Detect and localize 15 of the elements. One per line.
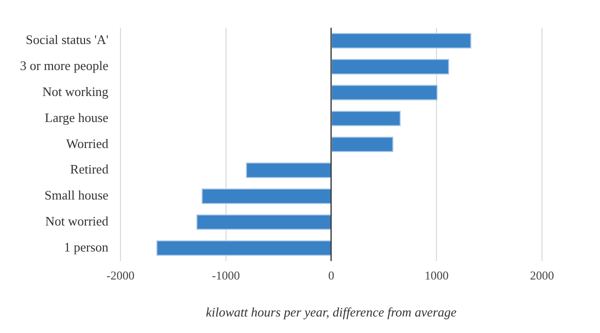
x-tick-label: -2000 bbox=[106, 268, 134, 282]
x-tick-label: 0 bbox=[328, 268, 334, 282]
y-tick-label: 1 person bbox=[64, 239, 109, 254]
y-tick-label: Retired bbox=[70, 162, 109, 177]
y-tick-label: Social status 'A' bbox=[26, 32, 108, 48]
y-tick-label: Large house bbox=[44, 110, 109, 125]
x-tick-label: 1000 bbox=[424, 268, 449, 282]
y-tick-label: Not working bbox=[42, 84, 109, 99]
y-tick-label: 3 or more people bbox=[20, 58, 109, 74]
y-tick-label: Small house bbox=[44, 188, 109, 203]
x-tick-label: -1000 bbox=[212, 268, 240, 282]
x-axis-title: kilowatt hours per year, difference from average bbox=[206, 304, 457, 320]
x-tick-label: 2000 bbox=[530, 268, 554, 282]
y-tick-label: Worried bbox=[66, 136, 109, 151]
y-tick-label: Not worried bbox=[45, 214, 109, 229]
